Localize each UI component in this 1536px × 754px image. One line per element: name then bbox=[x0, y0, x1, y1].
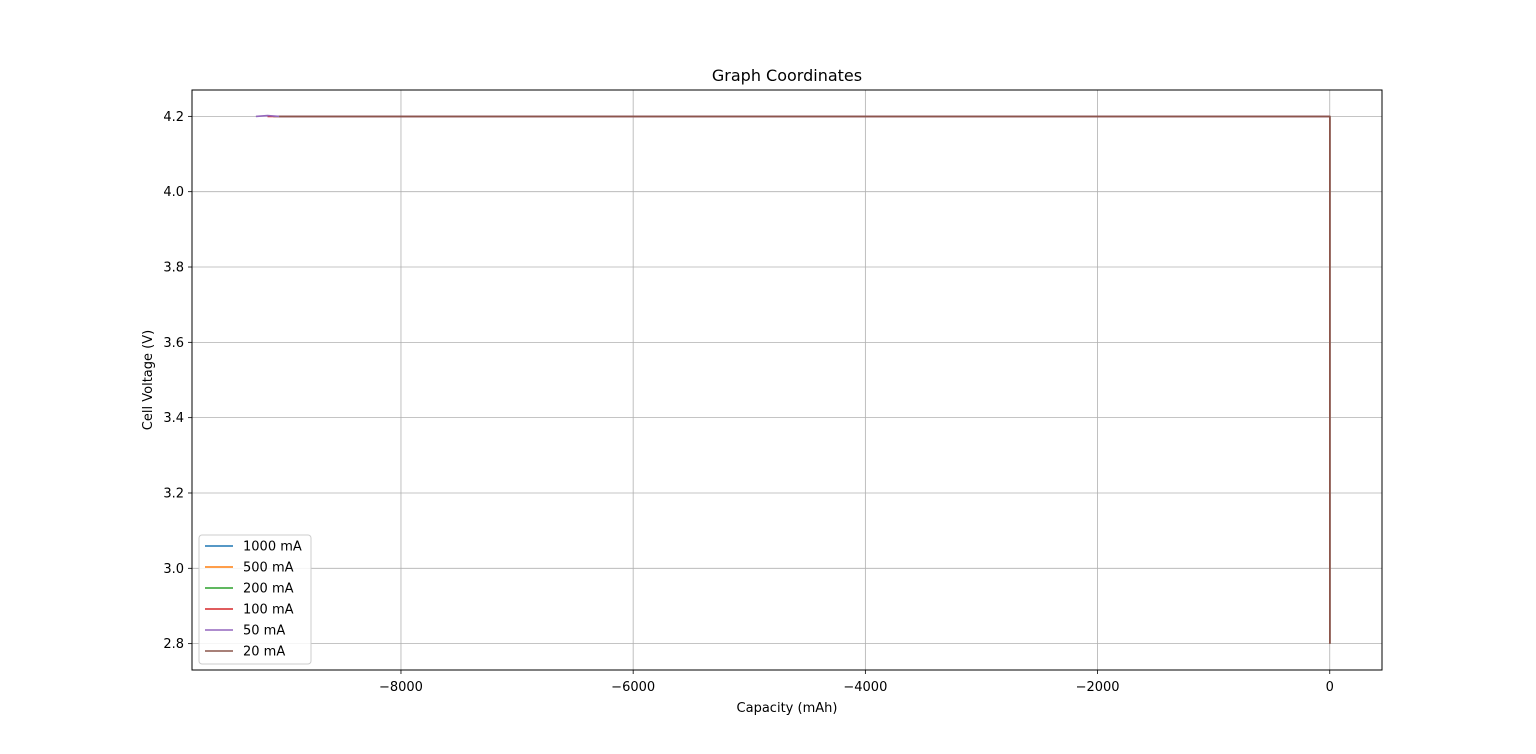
legend-label: 50 mA bbox=[243, 624, 285, 639]
y-tick-label: 3.0 bbox=[163, 562, 184, 577]
axis-ticks: −8000 −6000 −4000 −2000 0 2.8 3.0 3.2 3.4 3.6 3.8 4… bbox=[163, 110, 1334, 695]
y-tick-label: 3.4 bbox=[163, 411, 184, 426]
x-tick-label: −2000 bbox=[1076, 680, 1120, 695]
x-tick-label: −6000 bbox=[611, 680, 655, 695]
y-tick-label: 3.8 bbox=[163, 261, 184, 276]
series-line-20-ma bbox=[279, 115, 1331, 644]
x-axis-label: Capacity (mAh) bbox=[737, 701, 838, 716]
y-axis-label: Cell Voltage (V) bbox=[141, 330, 156, 430]
x-tick-label: 0 bbox=[1326, 680, 1334, 695]
legend-label: 200 mA bbox=[243, 582, 294, 597]
legend-label: 100 mA bbox=[243, 603, 294, 618]
y-tick-label: 2.8 bbox=[163, 637, 184, 652]
legend: 1000 mA 500 mA 200 mA 100 mA 50 mA 20 mA bbox=[198, 534, 312, 665]
x-tick-label: −4000 bbox=[843, 680, 887, 695]
y-tick-label: 3.2 bbox=[163, 486, 184, 501]
y-tick-label: 4.2 bbox=[163, 110, 184, 125]
x-tick-label: −8000 bbox=[379, 680, 423, 695]
y-tick-label: 4.0 bbox=[163, 185, 184, 200]
legend-label: 20 mA bbox=[243, 645, 285, 660]
y-tick-label: 3.6 bbox=[163, 336, 184, 351]
plot-lines bbox=[255, 114, 1331, 644]
legend-label: 500 mA bbox=[243, 561, 294, 576]
chart-title: Graph Coordinates bbox=[712, 66, 862, 85]
legend-label: 1000 mA bbox=[243, 540, 302, 555]
plot-frame bbox=[191, 89, 1383, 671]
grid bbox=[192, 90, 1382, 670]
